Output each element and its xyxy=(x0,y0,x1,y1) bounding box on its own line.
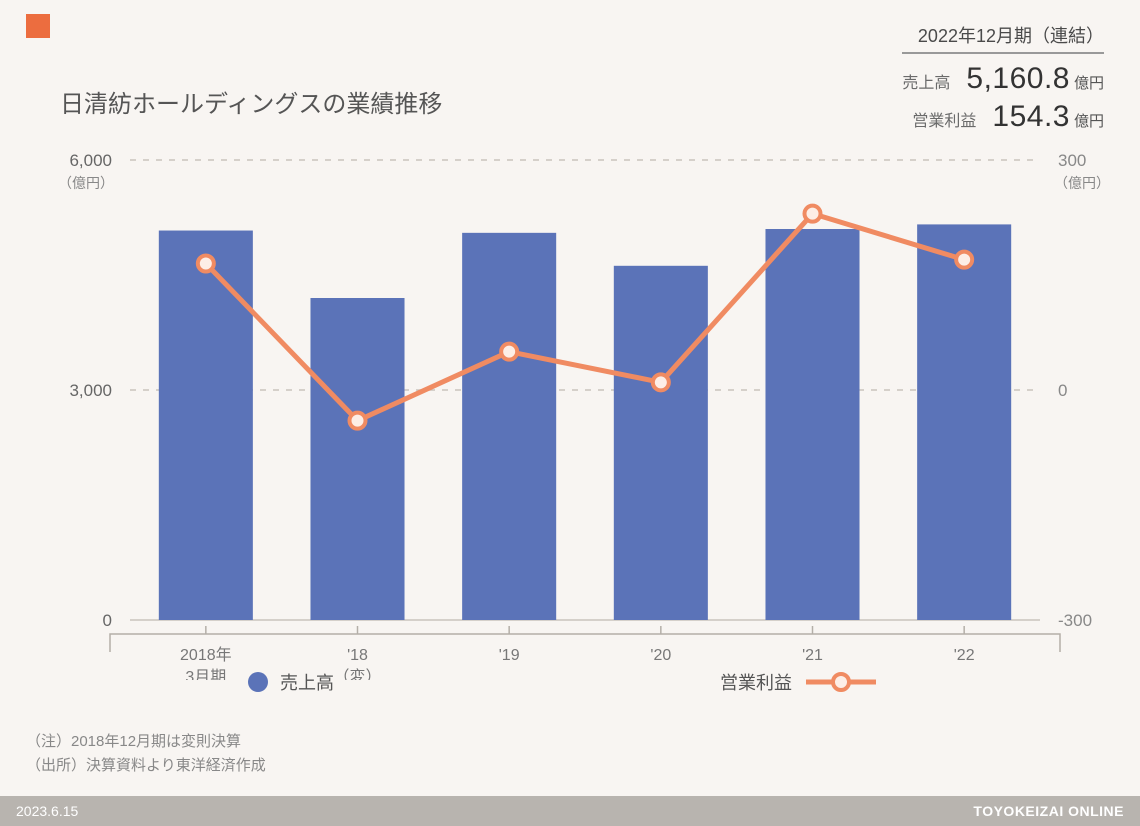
metric-value: 154.3 xyxy=(992,100,1070,134)
line-marker xyxy=(198,256,214,272)
svg-text:（億円）: （億円） xyxy=(1054,175,1110,191)
svg-text:6,000: 6,000 xyxy=(69,151,112,170)
bar xyxy=(917,224,1011,620)
metric-value: 5,160.8 xyxy=(966,62,1070,96)
svg-text:'21: '21 xyxy=(802,647,823,664)
line-marker xyxy=(350,413,366,429)
metric-label: 売上高 xyxy=(902,69,950,93)
footer-date: 2023.6.15 xyxy=(16,803,78,819)
note-line: （注）2018年12月期は変則決算 xyxy=(26,730,266,754)
svg-text:'18: '18 xyxy=(347,647,368,664)
legend-line-sample xyxy=(806,672,876,692)
legend-bar: 売上高 xyxy=(248,669,334,695)
legend-bar-swatch xyxy=(248,672,268,692)
svg-text:2018年: 2018年 xyxy=(180,646,232,664)
header-metrics: 2022年12月期（連結） 売上高 5,160.8 億円 営業利益 154.3 … xyxy=(902,22,1104,134)
svg-text:（変）: （変） xyxy=(333,668,381,680)
metric-opincome: 営業利益 154.3 億円 xyxy=(902,100,1104,134)
performance-chart: 0 3,000 6,000 -300 0 300 （億円） （億円） 2018年 3月期 '18 （変… xyxy=(0,140,1140,680)
line-marker xyxy=(956,252,972,268)
line-marker xyxy=(805,206,821,222)
footer-source: TOYOKEIZAI ONLINE xyxy=(973,803,1124,819)
bar xyxy=(462,233,556,620)
svg-text:3,000: 3,000 xyxy=(69,381,112,400)
svg-text:3月期: 3月期 xyxy=(185,668,226,680)
svg-text:'22: '22 xyxy=(954,647,975,664)
svg-text:300: 300 xyxy=(1058,151,1086,170)
legend-line-label: 営業利益 xyxy=(720,669,792,695)
line-marker xyxy=(653,374,669,390)
legend-line: 営業利益 xyxy=(720,669,876,695)
chart-title: 日清紡ホールディングスの業績推移 xyxy=(60,84,442,119)
chart-notes: （注）2018年12月期は変則決算 （出所）決算資料より東洋経済作成 xyxy=(26,730,266,778)
svg-text:0: 0 xyxy=(103,611,112,630)
metric-unit: 億円 xyxy=(1074,110,1104,131)
brand-logo xyxy=(26,14,50,38)
svg-text:'20: '20 xyxy=(650,647,671,664)
svg-text:（億円）: （億円） xyxy=(58,175,114,191)
bar xyxy=(614,266,708,620)
line-marker xyxy=(501,344,517,360)
svg-text:'19: '19 xyxy=(499,647,520,664)
svg-text:-300: -300 xyxy=(1058,611,1092,630)
legend-bar-label: 売上高 xyxy=(280,669,334,695)
metric-unit: 億円 xyxy=(1074,72,1104,93)
bar xyxy=(765,229,859,620)
bar xyxy=(310,298,404,620)
footer: 2023.6.15 TOYOKEIZAI ONLINE xyxy=(0,796,1140,826)
period-label: 2022年12月期（連結） xyxy=(902,22,1104,54)
metric-revenue: 売上高 5,160.8 億円 xyxy=(902,62,1104,96)
svg-text:0: 0 xyxy=(1058,381,1067,400)
metric-label: 営業利益 xyxy=(912,107,976,131)
note-line: （出所）決算資料より東洋経済作成 xyxy=(26,754,266,778)
bar xyxy=(159,231,253,620)
